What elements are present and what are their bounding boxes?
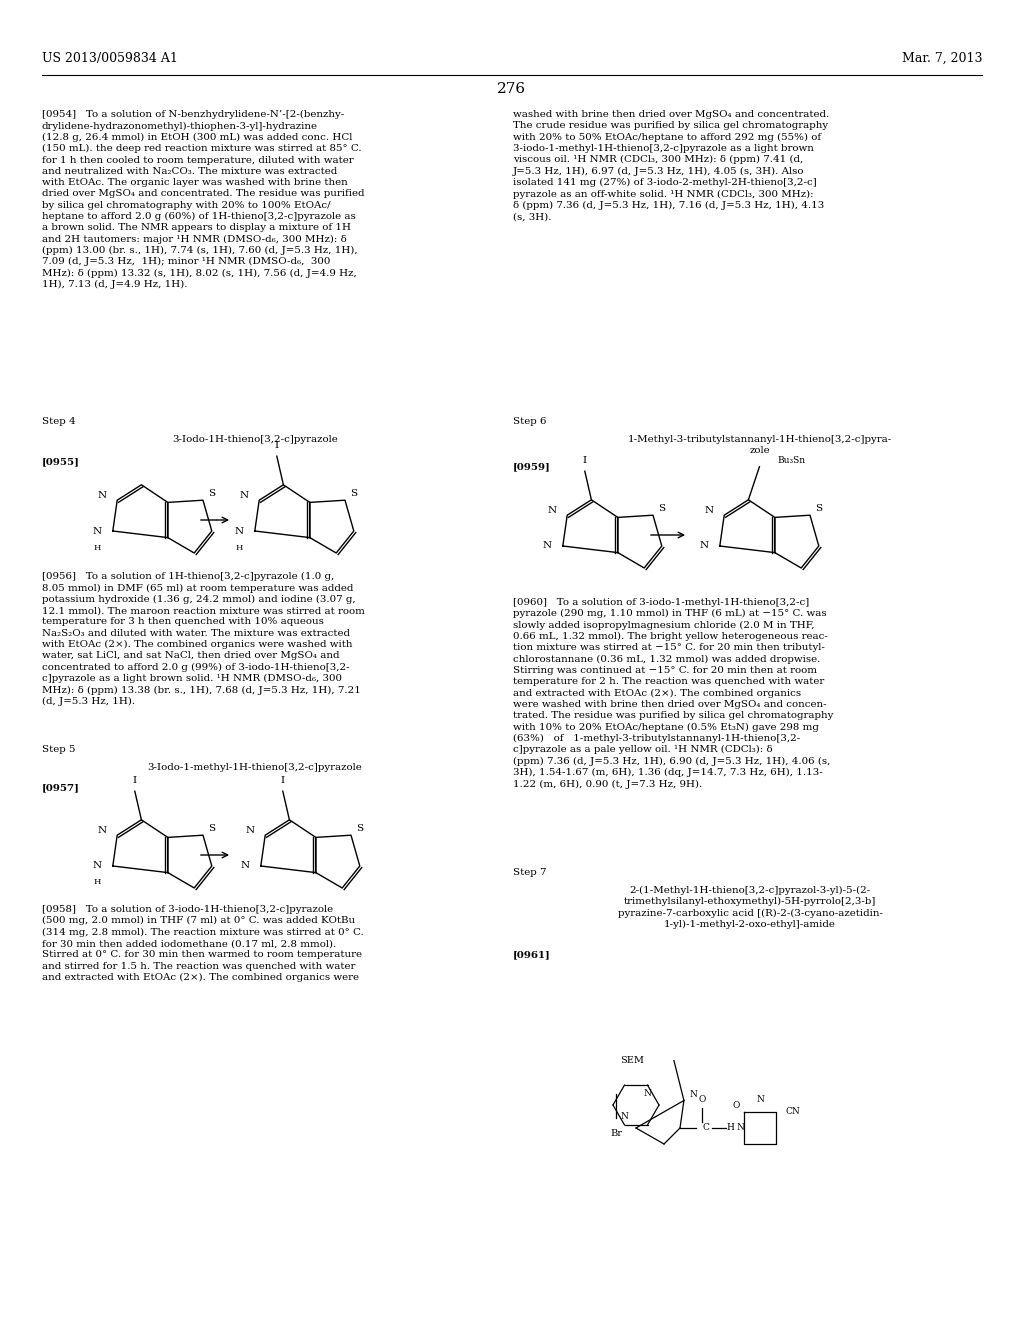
Text: [0959]: [0959] <box>513 462 551 471</box>
Text: washed with brine then dried over MgSO₄ and concentrated.
The crude residue was : washed with brine then dried over MgSO₄ … <box>513 110 829 222</box>
Text: N: N <box>756 1096 764 1105</box>
Text: 2-(1-Methyl-1H-thieno[3,2-c]pyrazol-3-yl)-5-(2-
trimethylsilanyl-ethoxymethyl)-5: 2-(1-Methyl-1H-thieno[3,2-c]pyrazol-3-yl… <box>617 886 883 929</box>
Text: [0958]   To a solution of 3-iodo-1H-thieno[3,2-c]pyrazole
(500 mg, 2.0 mmol) in : [0958] To a solution of 3-iodo-1H-thieno… <box>42 906 364 982</box>
Text: N: N <box>705 507 714 515</box>
Text: H: H <box>94 879 101 887</box>
Text: I: I <box>281 776 285 784</box>
Text: [0961]: [0961] <box>513 950 551 960</box>
Text: S: S <box>356 824 364 833</box>
Text: I: I <box>133 776 137 784</box>
Text: US 2013/0059834 A1: US 2013/0059834 A1 <box>42 51 178 65</box>
Text: Step 5: Step 5 <box>42 744 76 754</box>
Text: H: H <box>236 544 243 552</box>
Text: N: N <box>97 491 106 500</box>
Text: Step 4: Step 4 <box>42 417 76 426</box>
Text: N: N <box>543 541 552 550</box>
Text: 3-Iodo-1H-thieno[3,2-c]pyrazole: 3-Iodo-1H-thieno[3,2-c]pyrazole <box>172 436 338 444</box>
Text: SEM: SEM <box>620 1056 644 1065</box>
Text: N: N <box>245 826 254 836</box>
Text: S: S <box>208 824 215 833</box>
Text: [0954]   To a solution of N-benzhydrylidene-N’-[2-(benzhy-
drylidene-hydrazonome: [0954] To a solution of N-benzhydryliden… <box>42 110 365 289</box>
Text: Step 6: Step 6 <box>513 417 547 426</box>
Text: 276: 276 <box>498 82 526 96</box>
Text: H: H <box>726 1123 734 1133</box>
Text: Step 7: Step 7 <box>513 869 547 876</box>
Text: N: N <box>547 507 556 515</box>
Text: N: N <box>240 491 249 500</box>
Text: Br: Br <box>610 1130 623 1138</box>
Text: O: O <box>698 1096 706 1105</box>
Text: I: I <box>583 455 587 465</box>
Text: S: S <box>208 490 215 498</box>
Text: N: N <box>690 1090 698 1100</box>
Text: N: N <box>97 826 106 836</box>
Text: I: I <box>274 441 279 450</box>
Text: N: N <box>621 1111 629 1121</box>
Text: [0957]: [0957] <box>42 783 80 792</box>
Text: N: N <box>643 1089 651 1098</box>
Text: N: N <box>234 527 244 536</box>
Text: N: N <box>241 862 250 870</box>
Text: [0956]   To a solution of 1H-thieno[3,2-c]pyrazole (1.0 g,
8.05 mmol) in DMF (65: [0956] To a solution of 1H-thieno[3,2-c]… <box>42 572 365 706</box>
Text: S: S <box>658 504 666 513</box>
Text: [0955]: [0955] <box>42 457 80 466</box>
Text: 3-Iodo-1-methyl-1H-thieno[3,2-c]pyrazole: 3-Iodo-1-methyl-1H-thieno[3,2-c]pyrazole <box>147 763 362 772</box>
Text: O: O <box>732 1101 739 1110</box>
Text: 1-Methyl-3-tributylstannanyl-1H-thieno[3,2-c]pyra-
zole: 1-Methyl-3-tributylstannanyl-1H-thieno[3… <box>628 436 892 455</box>
Text: CN: CN <box>786 1107 801 1117</box>
Text: S: S <box>350 490 357 498</box>
Text: H: H <box>94 544 101 552</box>
Text: Mar. 7, 2013: Mar. 7, 2013 <box>901 51 982 65</box>
Text: N: N <box>699 541 709 550</box>
Text: S: S <box>815 504 822 513</box>
Text: [0960]   To a solution of 3-iodo-1-methyl-1H-thieno[3,2-c]
pyrazole (290 mg, 1.1: [0960] To a solution of 3-iodo-1-methyl-… <box>513 598 834 788</box>
Text: N: N <box>93 862 102 870</box>
Text: Bu₃Sn: Bu₃Sn <box>777 455 805 465</box>
Text: N: N <box>93 527 102 536</box>
Text: C: C <box>702 1123 710 1133</box>
Text: N: N <box>736 1123 744 1133</box>
